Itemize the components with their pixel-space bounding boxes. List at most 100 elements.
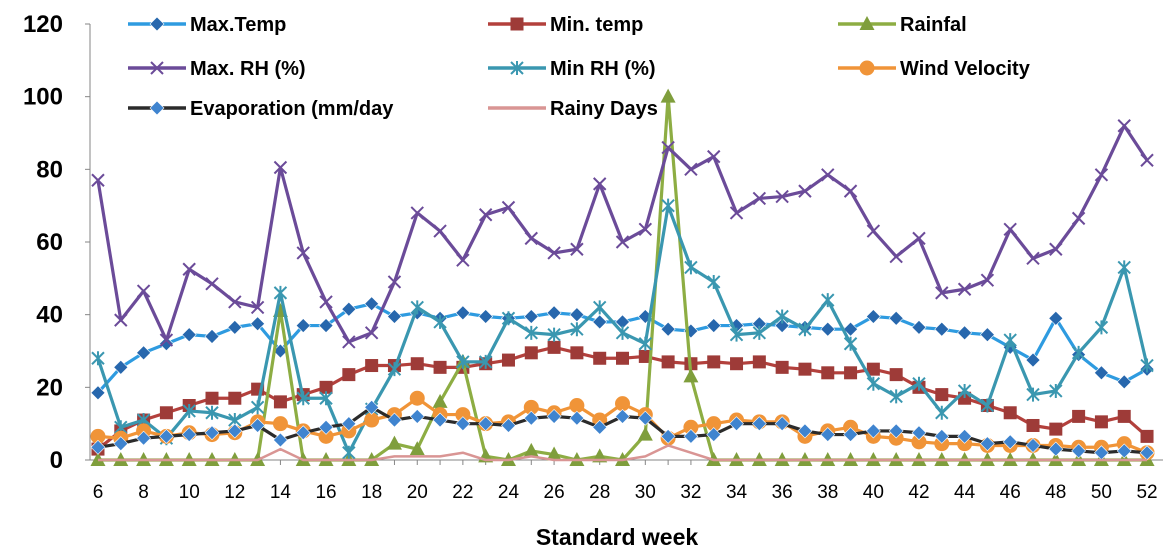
data-point — [90, 385, 106, 401]
data-point — [1117, 119, 1131, 133]
data-point — [1026, 418, 1040, 432]
data-point — [729, 327, 744, 342]
data-point — [751, 416, 767, 432]
data-point — [957, 325, 973, 341]
data-point — [547, 340, 561, 354]
data-point — [410, 300, 424, 315]
data-point — [455, 416, 471, 432]
data-point — [432, 412, 448, 428]
data-point — [798, 362, 812, 376]
data-point — [250, 418, 266, 433]
legend-label: Min RH (%) — [550, 58, 656, 80]
data-point — [318, 428, 334, 444]
y-tick-label: 80 — [36, 156, 63, 183]
data-point — [1003, 333, 1017, 348]
data-point — [683, 419, 699, 435]
data-point — [569, 398, 585, 413]
data-point — [114, 313, 128, 327]
x-tick-label: 14 — [270, 482, 292, 503]
data-point — [113, 359, 129, 375]
x-tick-label: 22 — [452, 482, 473, 503]
legend: Max.Temp Min. temp Rainfal Max. RH (%) Min R… — [128, 14, 1031, 120]
data-point — [1049, 422, 1063, 436]
data-point — [227, 423, 243, 439]
data-point — [295, 425, 311, 441]
data-point — [136, 284, 151, 298]
legend-item: Rainfal — [838, 14, 967, 36]
data-point — [318, 419, 334, 435]
data-point — [364, 399, 380, 415]
x-tick-label: 16 — [315, 482, 336, 503]
data-point — [90, 439, 106, 455]
x-tick-label: 42 — [908, 482, 929, 503]
data-point — [228, 295, 242, 309]
x-tick-label: 6 — [93, 482, 104, 503]
data-point — [866, 224, 881, 238]
data-point — [410, 357, 424, 371]
data-point — [706, 427, 722, 442]
data-point — [798, 322, 812, 337]
data-point — [433, 360, 447, 374]
data-point — [820, 427, 836, 442]
data-point — [1116, 374, 1132, 390]
data-point — [295, 318, 311, 333]
legend-item: Max. RH (%) — [128, 58, 306, 80]
data-point — [523, 399, 539, 415]
data-point — [889, 368, 903, 382]
data-point — [342, 445, 356, 460]
data-point — [1140, 358, 1154, 373]
data-point — [501, 353, 515, 367]
data-point — [1071, 211, 1086, 226]
data-point — [660, 321, 676, 337]
data-point — [706, 318, 722, 333]
data-point — [387, 275, 402, 289]
data-point — [296, 246, 310, 260]
data-point — [730, 357, 744, 371]
x-tick-label: 10 — [179, 482, 200, 503]
data-point — [569, 307, 585, 323]
data-point — [957, 428, 973, 444]
data-point — [821, 293, 835, 308]
data-point — [638, 349, 652, 363]
data-point — [409, 441, 425, 456]
data-point — [935, 388, 949, 402]
data-point — [91, 351, 105, 366]
legend-swatch-marker — [859, 60, 875, 76]
data-point — [546, 446, 562, 461]
legend-item: Rainy Days — [488, 98, 658, 120]
x-axis-label: Standard week — [536, 524, 699, 550]
data-point — [365, 359, 379, 373]
data-point — [296, 391, 310, 406]
data-point — [547, 246, 561, 260]
data-point — [775, 189, 789, 204]
data-point — [615, 396, 631, 412]
legend-swatch-marker — [510, 61, 524, 75]
data-point — [775, 309, 789, 324]
data-point — [592, 300, 607, 315]
x-tick-label: 30 — [635, 482, 656, 503]
data-point — [615, 408, 630, 424]
legend-label: Wind Velocity — [900, 58, 1031, 80]
data-point — [387, 412, 402, 428]
data-point — [660, 88, 676, 103]
data-point — [752, 325, 767, 340]
x-tick-label: 44 — [954, 482, 976, 503]
y-tick-label: 0 — [50, 447, 63, 474]
legend-item: Wind Velocity — [838, 58, 1031, 80]
data-point — [523, 309, 539, 324]
data-point — [683, 428, 699, 444]
data-point — [729, 416, 744, 432]
data-point — [865, 309, 881, 324]
data-point — [1072, 409, 1086, 423]
legend-swatch-marker — [510, 17, 524, 31]
data-point — [615, 235, 630, 249]
data-point — [1094, 168, 1109, 182]
data-point — [912, 231, 926, 246]
legend-swatch-marker — [149, 100, 165, 116]
data-point — [660, 428, 676, 444]
data-point — [570, 346, 584, 360]
legend-item: Min. temp — [488, 14, 643, 36]
data-point — [91, 173, 105, 187]
data-point — [844, 366, 858, 380]
data-point — [456, 253, 470, 267]
